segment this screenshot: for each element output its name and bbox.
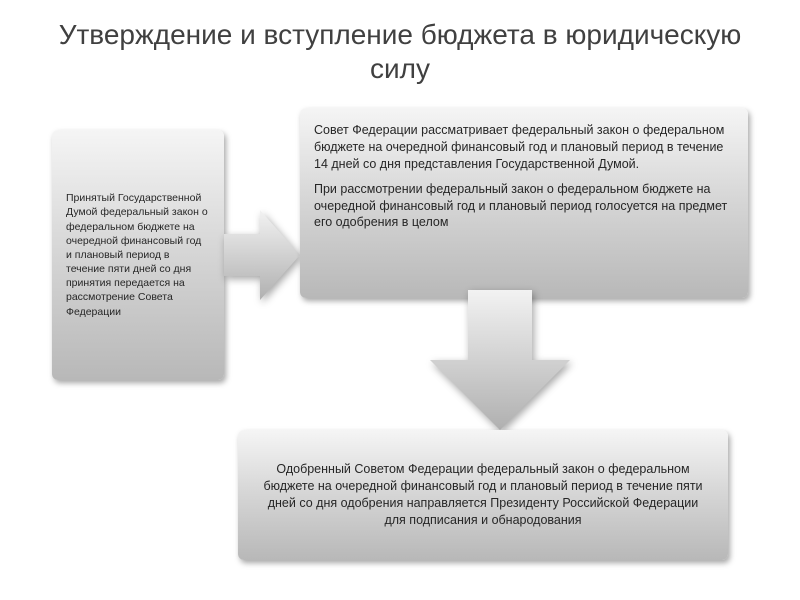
flow-box-president-text: Одобренный Советом Федерации федеральный… (258, 461, 708, 529)
federation-council-p1: Совет Федерации рассматривает федеральны… (314, 122, 734, 173)
flow-box-federation-council: Совет Федерации рассматривает федеральны… (300, 108, 748, 298)
flow-box-duma: Принятый Государственной Думой федеральн… (52, 130, 224, 380)
flow-box-duma-text: Принятый Государственной Думой федеральн… (66, 191, 210, 319)
arrow-down-icon (430, 290, 570, 430)
federation-council-p2: При рассмотрении федеральный закон о фед… (314, 181, 734, 232)
flow-box-president: Одобренный Советом Федерации федеральный… (238, 430, 728, 560)
page-title: Утверждение и вступление бюджета в юриди… (0, 0, 800, 95)
arrow-right-icon (224, 210, 300, 300)
